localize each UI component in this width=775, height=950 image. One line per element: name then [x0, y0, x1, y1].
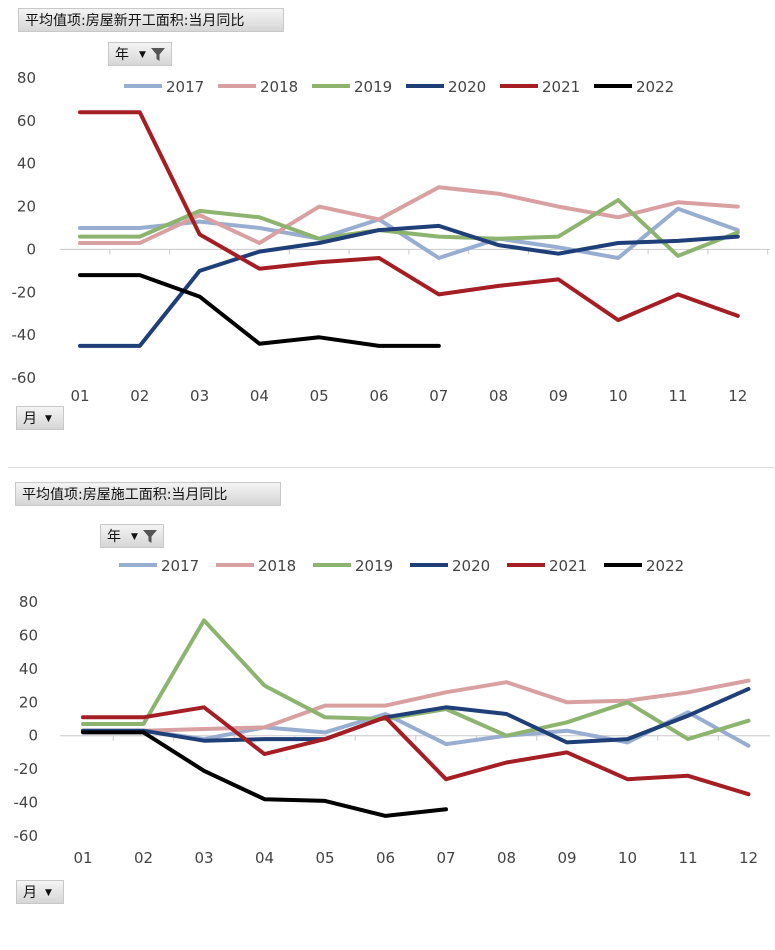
x-tick-label: 09	[549, 387, 568, 405]
year-filter-label: 年	[107, 529, 121, 545]
series-line-2017	[78, 206, 740, 260]
x-tick-label: 10	[609, 387, 628, 405]
x-tick-label: 03	[194, 849, 213, 867]
y-tick-label: 80	[19, 593, 38, 611]
pivot-title: 平均值项:房屋新开工面积:当月同比	[18, 8, 284, 32]
section-divider	[8, 467, 774, 468]
x-tick-label: 07	[436, 849, 455, 867]
legend-label: 2022	[646, 557, 684, 575]
series-line-2019	[81, 618, 751, 742]
y-tick-label: 60	[17, 112, 36, 130]
legend-label: 2019	[354, 78, 392, 96]
x-tick-label: 11	[678, 849, 697, 867]
x-tick-label: 07	[429, 387, 448, 405]
x-tick-label: 12	[739, 849, 758, 867]
y-tick-label: 40	[17, 155, 36, 173]
y-tick-label: 80	[17, 69, 36, 87]
filter-funnel-icon	[151, 48, 165, 61]
x-tick-label: 05	[310, 387, 329, 405]
y-tick-label: 0	[28, 727, 38, 745]
year-filter-label: 年	[115, 47, 129, 63]
dropdown-arrow-icon: ▼	[131, 532, 138, 542]
x-tick-label: 06	[376, 849, 395, 867]
series-line-2020	[81, 686, 751, 745]
x-tick-label: 10	[618, 849, 637, 867]
x-tick-label: 02	[134, 849, 153, 867]
y-tick-label: -60	[14, 827, 39, 845]
x-tick-label: 04	[255, 849, 274, 867]
dropdown-arrow-icon: ▼	[139, 50, 146, 60]
x-tick-label: 12	[728, 387, 747, 405]
series-line-2018	[81, 678, 751, 733]
y-tick-label: -20	[14, 760, 39, 778]
month-field-label: 月	[23, 411, 37, 427]
x-tick-label: 01	[70, 387, 89, 405]
legend-label: 2020	[452, 557, 490, 575]
series-line-2021	[81, 705, 751, 797]
year-filter-button[interactable]: 年 ▼	[108, 42, 172, 66]
year-filter-button[interactable]: 年 ▼	[100, 524, 164, 548]
series-line-2018	[78, 185, 740, 245]
line-chart-new-starts: 80 60 40 20 0 -20 -40 -60 01 02 03 04 05 06 07 08 09 10 11…	[12, 69, 770, 405]
x-tick-label: 08	[489, 387, 508, 405]
x-tick-label: 01	[73, 849, 92, 867]
y-tick-label: 0	[26, 240, 36, 258]
legend-label: 2017	[161, 557, 199, 575]
series-line-2022	[78, 273, 441, 348]
x-tick-label: 08	[497, 849, 516, 867]
line-chart-construction: 80 60 40 20 0 -20 -40 -60 01 02 03 04 05 06 07 08 09 10 11…	[14, 557, 770, 867]
legend-label: 2021	[542, 78, 580, 96]
legend-label: 2021	[549, 557, 587, 575]
legend-label: 2019	[355, 557, 393, 575]
legend-label: 2017	[166, 78, 204, 96]
month-field-button[interactable]: 月 ▼	[16, 406, 64, 430]
series-line-2022	[81, 730, 448, 818]
legend-label: 2018	[258, 557, 296, 575]
dropdown-arrow-icon: ▼	[45, 888, 52, 898]
series-line-2021	[78, 110, 740, 323]
x-tick-label: 05	[315, 849, 334, 867]
y-tick-label: 20	[19, 693, 38, 711]
month-field-button[interactable]: 月 ▼	[16, 880, 64, 904]
month-field-label: 月	[23, 885, 37, 901]
x-tick-label: 04	[250, 387, 269, 405]
series-line-2020	[78, 223, 740, 348]
x-tick-label: 09	[557, 849, 576, 867]
dropdown-arrow-icon: ▼	[45, 414, 52, 424]
y-tick-label: -40	[14, 794, 39, 812]
y-tick-label: 60	[19, 626, 38, 644]
x-tick-label: 02	[130, 387, 149, 405]
filter-funnel-icon	[143, 530, 157, 543]
pivot-title: 平均值项:房屋施工面积:当月同比	[15, 482, 281, 506]
y-tick-label: 20	[17, 198, 36, 216]
legend-label: 2020	[448, 78, 486, 96]
y-tick-label: -40	[12, 326, 37, 344]
y-tick-label: 40	[19, 660, 38, 678]
x-tick-label: 03	[190, 387, 209, 405]
legend-label: 2018	[260, 78, 298, 96]
legend-label: 2022	[636, 78, 674, 96]
x-tick-label: 06	[369, 387, 388, 405]
y-tick-label: -60	[12, 369, 37, 387]
x-tick-label: 11	[668, 387, 687, 405]
y-tick-label: -20	[12, 283, 37, 301]
